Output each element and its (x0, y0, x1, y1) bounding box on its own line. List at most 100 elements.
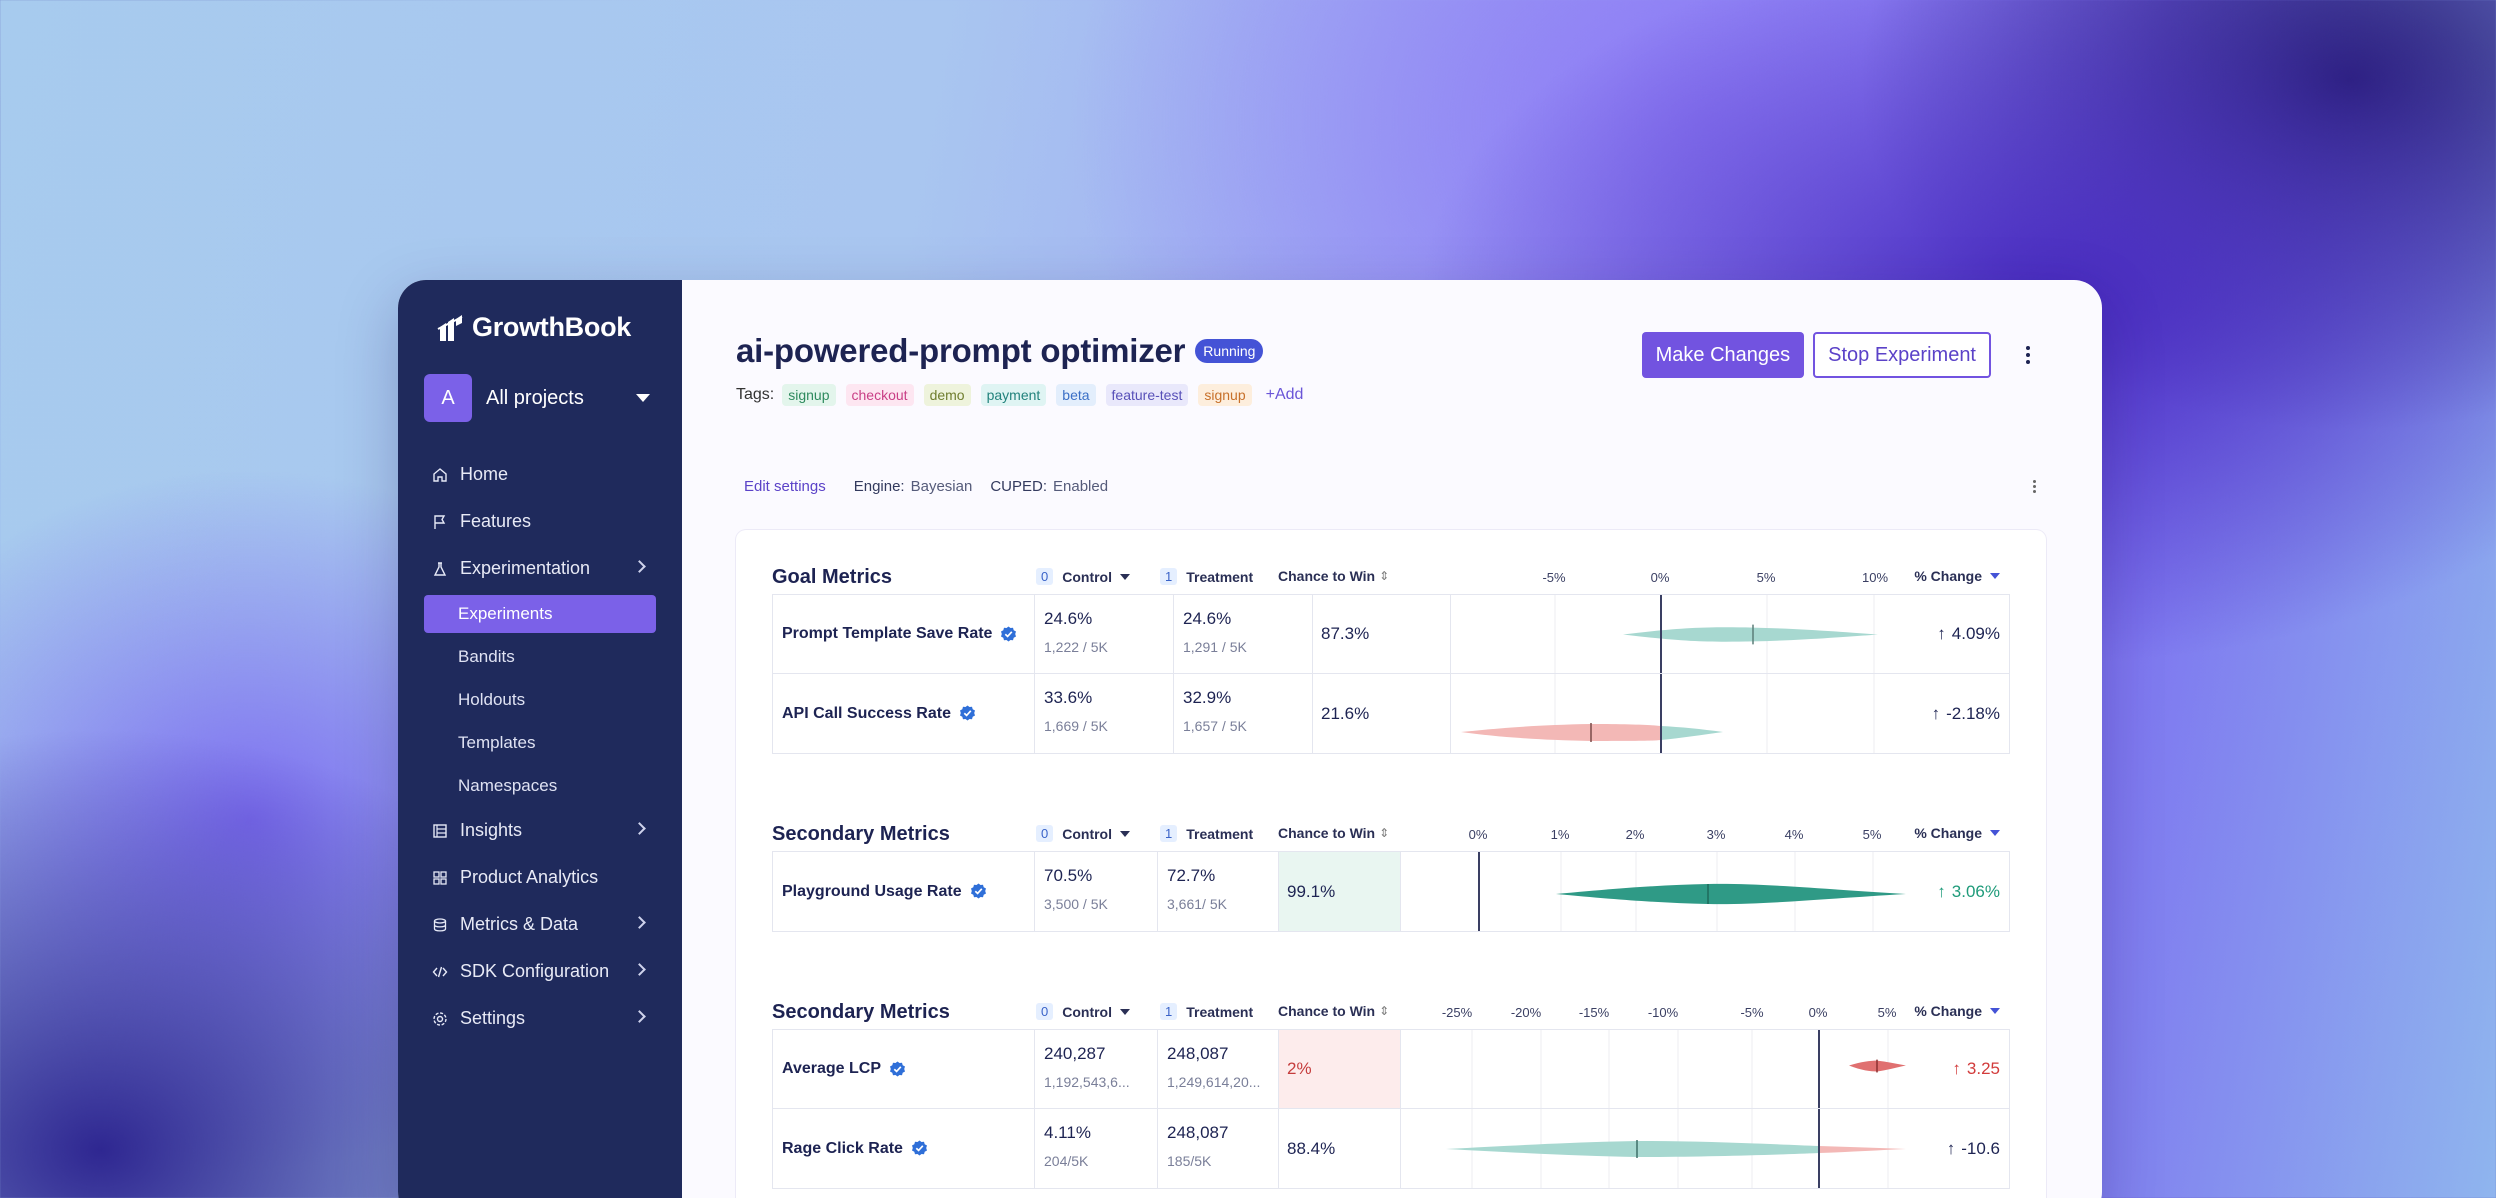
chance-to-win-header[interactable]: Chance to Win ⇕ (1278, 1003, 1389, 1019)
pct-change-header[interactable]: % Change (1914, 825, 2000, 841)
app-window: GrowthBook A All projects Home Features … (398, 280, 2102, 1198)
chance-to-win-header[interactable]: Chance to Win ⇕ (1278, 825, 1389, 841)
project-selector[interactable]: A All projects (424, 373, 656, 423)
metric-name-cell[interactable]: Rage Click Rate (773, 1109, 1035, 1188)
control-label: Control (1062, 1003, 1112, 1020)
axis-tick-label: 0% (1468, 827, 1488, 842)
variation-number: 0 (1036, 1003, 1054, 1020)
pct-change-value: -2.18% (1946, 703, 2000, 723)
treatment-label: Treatment (1186, 568, 1254, 585)
control-column-header[interactable]: 0 Control (1036, 825, 1130, 842)
pct-change-header[interactable]: % Change (1914, 568, 2000, 584)
project-avatar: A (424, 374, 472, 422)
tag[interactable]: payment (980, 384, 1047, 406)
tag[interactable]: demo (923, 384, 971, 406)
chance-to-win-cell: 2% (1279, 1030, 1401, 1108)
nav-metrics-data-label: Metrics & Data (460, 914, 579, 934)
nav-home[interactable]: Home (424, 451, 656, 498)
results-card: Goal Metrics 0 Control 1 Treatment Chance … (736, 530, 2046, 1198)
add-tag-link[interactable]: +Add (1265, 386, 1304, 403)
variation-number: 1 (1160, 825, 1178, 842)
pct-change-value: -10.6 (1961, 1138, 2000, 1158)
verified-icon (959, 705, 975, 721)
tag[interactable]: signup (1198, 384, 1252, 406)
home-icon (432, 467, 448, 483)
settings-more-icon[interactable] (2033, 480, 2036, 493)
tag[interactable]: checkout (845, 384, 914, 406)
nav-sub-namespaces[interactable]: Namespaces (458, 775, 558, 795)
table-row[interactable]: Average LCP 240,287 1,192,543,6... 248,08… (773, 1030, 2009, 1109)
confidence-violin (1623, 627, 1878, 642)
sort-icon: ⇕ (1379, 1004, 1390, 1018)
stop-experiment-button[interactable]: Stop Experiment (1813, 332, 1991, 378)
control-column-header[interactable]: 0 Control (1036, 1003, 1130, 1020)
nav-sub-bandits[interactable]: Bandits (458, 646, 515, 666)
chevron-right-icon (633, 916, 646, 929)
caret-down-icon (1120, 573, 1130, 580)
nav-experimentation[interactable]: Experimentation (424, 545, 656, 592)
table-row[interactable]: Playground Usage Rate 70.5% 3,500 / 5K 72… (773, 852, 2009, 931)
table-row[interactable]: Prompt Template Save Rate 24.6% 1,222 / 5… (773, 595, 2009, 674)
arrow-up-icon: ↑ (1931, 703, 1941, 723)
metric-name: Rage Click Rate (782, 1139, 903, 1157)
verified-icon (911, 1140, 927, 1156)
settings-row: Edit settings Engine: Bayesian CUPED: En… (744, 478, 2046, 495)
nav-metrics-data[interactable]: Metrics & Data (424, 901, 656, 948)
brand-logo[interactable]: GrowthBook (436, 312, 656, 343)
nav-sdk-configuration[interactable]: SDK Configuration (424, 948, 656, 995)
control-cell: 70.5% 3,500 / 5K (1035, 852, 1158, 931)
nav-sub-experiments[interactable]: Experiments (424, 595, 656, 633)
treatment-value: 248,087 (1167, 1044, 1229, 1063)
violin-chart-cell (1451, 595, 1921, 673)
nav-sub-holdouts[interactable]: Holdouts (458, 689, 526, 709)
arrow-up-icon: ↑ (1946, 1138, 1956, 1158)
confidence-violin (1556, 883, 1906, 905)
treatment-value: 72.7% (1167, 866, 1216, 885)
arrow-up-icon: ↑ (1952, 1059, 1961, 1078)
metric-name: Prompt Template Save Rate (782, 625, 993, 642)
tag[interactable]: beta (1056, 384, 1096, 406)
table-row[interactable]: API Call Success Rate 33.6% 1,669 / 5K 32… (773, 674, 2009, 753)
nav-sdk-configuration-label: SDK Configuration (460, 961, 610, 981)
metric-name-cell[interactable]: Average LCP (773, 1030, 1035, 1108)
chance-to-win-header[interactable]: Chance to Win ⇕ (1278, 568, 1389, 584)
nav-product-analytics[interactable]: Product Analytics (424, 854, 656, 901)
control-count: 204/5K (1044, 1153, 1089, 1169)
table-row[interactable]: Rage Click Rate 4.11% 204/5K 248,087 185/5… (773, 1109, 2009, 1188)
verified-icon (1001, 626, 1017, 641)
more-options-icon[interactable] (2018, 346, 2038, 364)
pct-change-value: 4.09% (1951, 624, 2000, 643)
chance-to-win-label: Chance to Win (1278, 1003, 1376, 1019)
nav-product-analytics-label: Product Analytics (460, 867, 599, 887)
chevron-right-icon (633, 1010, 646, 1023)
metric-name-cell[interactable]: Prompt Template Save Rate (773, 595, 1035, 673)
pct-change-label: % Change (1914, 568, 1982, 584)
tag[interactable]: signup (782, 384, 836, 406)
metric-name: Playground Usage Rate (782, 882, 962, 900)
axis-tick-label: 5% (1756, 570, 1776, 585)
header-actions: Make Changes Stop Experiment (1641, 332, 2038, 378)
pct-change-label: % Change (1914, 1003, 1982, 1019)
control-cell: 24.6% 1,222 / 5K (1035, 595, 1174, 673)
nav-sub-templates[interactable]: Templates (458, 732, 536, 752)
metric-name-cell[interactable]: Playground Usage Rate (773, 852, 1035, 931)
caret-down-icon (1120, 830, 1130, 837)
nav-insights[interactable]: Insights (424, 807, 656, 854)
brand-name: GrowthBook (472, 312, 631, 342)
violin-chart-cell (1401, 1109, 1921, 1188)
control-cell: 240,287 1,192,543,6... (1035, 1030, 1158, 1108)
nav-settings[interactable]: Settings (424, 995, 656, 1042)
control-column-header[interactable]: 0 Control (1036, 568, 1130, 585)
pct-change-header[interactable]: % Change (1914, 1003, 2000, 1019)
violin-chart (1478, 852, 1906, 931)
make-changes-button[interactable]: Make Changes (1641, 332, 1805, 378)
nav-insights-label: Insights (460, 820, 523, 840)
tags-row: Tags: signup checkout demo payment beta … (736, 384, 2046, 406)
tag[interactable]: feature-test (1105, 384, 1189, 406)
database-icon (432, 917, 448, 933)
metric-name-cell[interactable]: API Call Success Rate (773, 674, 1035, 753)
nav-features-label: Features (460, 511, 532, 531)
control-label: Control (1062, 825, 1112, 842)
edit-settings-link[interactable]: Edit settings (744, 478, 826, 495)
nav-features[interactable]: Features (424, 498, 656, 545)
